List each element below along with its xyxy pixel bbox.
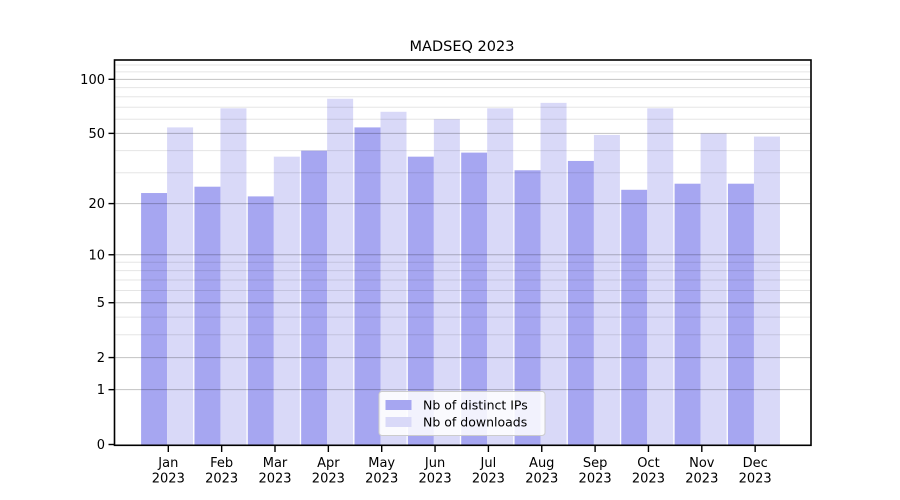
legend-box <box>378 391 546 436</box>
chart-title: MADSEQ 2023 <box>410 39 515 55</box>
legend: Nb of distinct IPs Nb of downloads <box>378 391 546 436</box>
plot-border <box>113 59 812 447</box>
bar-distinct-ips-may <box>354 127 381 446</box>
x-tick-label-year: 2023 <box>739 472 772 487</box>
legend-swatch-distinct-ips <box>385 400 412 410</box>
x-tick-label-year: 2023 <box>472 472 505 487</box>
x-tick-label-year: 2023 <box>365 472 398 487</box>
y-tick-label-5: 5 <box>97 296 105 311</box>
bar-distinct-ips-mar <box>247 196 274 446</box>
y-tick-label-50: 50 <box>88 127 105 142</box>
bar-downloads-jan <box>167 127 194 446</box>
bar-downloads-aug <box>540 102 567 446</box>
bar-downloads-oct <box>647 108 674 446</box>
y-tick-label-1: 1 <box>97 383 105 398</box>
minor-gridlines <box>115 64 811 336</box>
bar-distinct-ips-apr <box>301 150 328 446</box>
x-tick-label-month: Oct <box>637 456 659 471</box>
bar-downloads-nov <box>700 133 727 446</box>
x-tick-label-year: 2023 <box>579 472 612 487</box>
x-axis: Jan2023Feb2023Mar2023Apr2023May2023Jun20… <box>152 446 772 487</box>
bar-downloads-feb <box>220 108 247 446</box>
legend-label-downloads: Nb of downloads <box>423 415 527 430</box>
x-tick-label-month: Nov <box>689 456 715 471</box>
bar-downloads-dec <box>753 136 780 446</box>
legend-label-distinct-ips: Nb of distinct IPs <box>423 398 528 413</box>
bar-downloads-jul <box>487 108 514 446</box>
x-tick-label-month: Jul <box>480 456 497 471</box>
y-tick-label-20: 20 <box>88 197 105 212</box>
bar-downloads-may <box>380 111 407 446</box>
x-tick-label-year: 2023 <box>152 472 185 487</box>
bar-distinct-ips-sep <box>567 160 594 446</box>
y-tick-label-10: 10 <box>88 248 105 263</box>
y-axis: 0 1 2 5 10 20 50 100 <box>80 73 115 453</box>
legend-swatch-downloads <box>385 417 412 427</box>
x-tick-label-month: Apr <box>317 456 340 471</box>
bar-downloads-mar <box>273 156 300 446</box>
x-tick-label-month: May <box>368 456 395 471</box>
x-tick-label-month: Sep <box>583 456 608 471</box>
x-tick-label-month: Jan <box>157 456 178 471</box>
x-tick-label-year: 2023 <box>685 472 718 487</box>
x-tick-label-month: Feb <box>210 456 233 471</box>
major-gridlines <box>115 78 811 391</box>
y-tick-label-2: 2 <box>97 351 105 366</box>
x-tick-label-year: 2023 <box>312 472 345 487</box>
bar-distinct-ips-jan <box>141 193 168 446</box>
bar-distinct-ips-oct <box>621 189 648 446</box>
bar-distinct-ips-dec <box>727 183 754 446</box>
x-tick-label-month: Dec <box>743 456 768 471</box>
x-tick-label-month: Aug <box>529 456 554 471</box>
x-tick-label-year: 2023 <box>258 472 291 487</box>
y-tick-label-0: 0 <box>97 438 105 453</box>
bar-downloads-sep <box>593 134 620 446</box>
x-tick-label-year: 2023 <box>419 472 452 487</box>
x-tick-label-month: Mar <box>263 456 288 471</box>
x-tick-label-month: Jun <box>424 456 445 471</box>
x-tick-label-year: 2023 <box>205 472 238 487</box>
x-tick-label-year: 2023 <box>632 472 665 487</box>
bar-downloads-apr <box>327 98 354 446</box>
bar-distinct-ips-nov <box>674 183 701 446</box>
bar-distinct-ips-feb <box>194 186 221 446</box>
y-tick-label-100: 100 <box>80 73 105 88</box>
x-tick-label-year: 2023 <box>525 472 558 487</box>
